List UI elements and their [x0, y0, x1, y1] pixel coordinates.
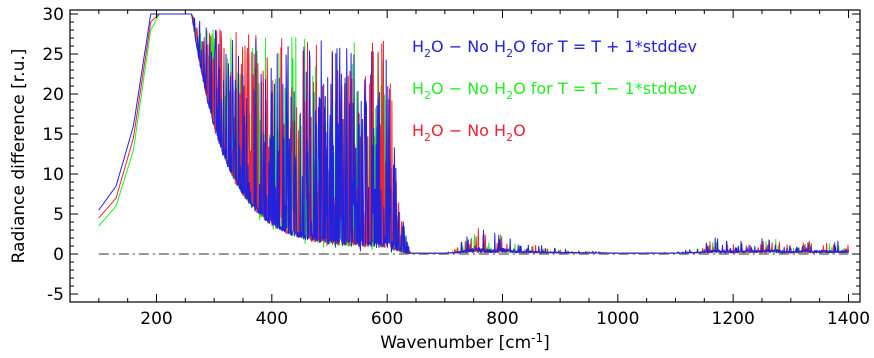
y-axis-title: Radiance difference [r.u.] [9, 49, 29, 264]
y-tick-label-0: -5 [47, 285, 64, 305]
x-axis-title: Wavenumber [cm-1] [380, 331, 550, 353]
legend: H2O − No H2O for T = T + 1*stddev H2O − N… [412, 37, 697, 144]
y-tick-label-5: 20 [42, 85, 64, 105]
y-tick-label-6: 25 [42, 45, 64, 65]
plot-area [98, 13, 849, 255]
y-tick-label-3: 10 [42, 165, 64, 185]
x-tick-label-3: 800 [486, 309, 518, 329]
x-tick-label-1: 400 [256, 309, 288, 329]
legend-entry-0: H2O − No H2O for T = T + 1*stddev [412, 37, 697, 60]
plot-frame [69, 9, 861, 303]
y-tick-label-2: 5 [53, 205, 64, 225]
legend-entry-2: H2O − No H2O [412, 121, 526, 144]
series-line-0 [98, 13, 849, 254]
x-tick-label-0: 200 [140, 309, 172, 329]
legend-entry-1: H2O − No H2O for T = T − 1*stddev [412, 79, 697, 102]
axes: 200 400 600 800 1000 1200 1400 -5 0 5 10 15 20 25 30 [42, 5, 870, 329]
y-tick-label-1: 0 [53, 245, 64, 265]
series-0 [98, 13, 849, 254]
x-tick-label-5: 1200 [712, 309, 755, 329]
y-tick-label-7: 30 [42, 5, 64, 25]
x-tick-label-2: 600 [371, 309, 403, 329]
y-tick-label-4: 15 [42, 125, 64, 145]
x-tick-label-6: 1400 [827, 309, 870, 329]
x-tick-label-4: 1000 [596, 309, 639, 329]
